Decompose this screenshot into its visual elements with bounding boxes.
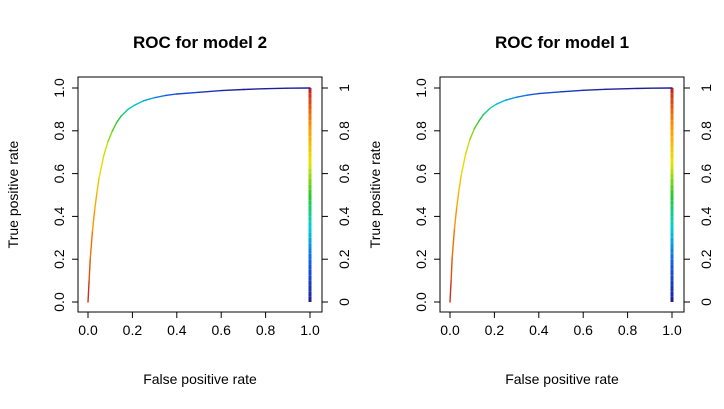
roc-curve-segment [560, 89, 584, 93]
roc-curve-segment [450, 256, 453, 282]
roc-curve-segment [527, 92, 540, 96]
plot-frame [77, 76, 323, 313]
roc-curve-segment [495, 99, 507, 105]
plot-frame [439, 76, 685, 313]
colorkey-tick-label: 0 [336, 298, 352, 306]
roc-curve-segment [582, 88, 607, 92]
roc-curve-segment [120, 108, 129, 117]
roc-curve-segment [515, 94, 529, 98]
roc-curve-segment [116, 115, 123, 123]
colorkey-tick-label: 1 [336, 84, 352, 92]
y-axis-label: True positive rate [5, 140, 21, 248]
colorkey-tick-label: 0.4 [336, 206, 352, 226]
roc-curve-segment [111, 121, 118, 132]
roc-curve-segment [242, 87, 267, 91]
roc-curve-segment [458, 175, 462, 192]
roc-curve-segment [455, 190, 460, 209]
x-tick-label: 0.2 [123, 322, 143, 338]
roc-curve-segment [220, 88, 245, 92]
x-tick-label: 0.4 [529, 322, 549, 338]
y-tick-label: 0.8 [51, 121, 67, 141]
roc-curve-segment [102, 140, 109, 158]
roc-curve-segment [460, 153, 467, 177]
y-tick-label: 1.0 [413, 78, 429, 98]
y-tick-label: 1.0 [51, 78, 67, 98]
x-tick-label: 0.8 [618, 322, 638, 338]
roc-curve-segment [107, 130, 114, 143]
x-tick-label: 0.0 [440, 322, 460, 338]
roc-curve-segment [489, 103, 498, 110]
x-tick-label: 0.8 [256, 322, 276, 338]
roc-curve-segment [604, 87, 629, 90]
roc-curve-segment [127, 104, 136, 111]
x-tick-label: 1.0 [300, 322, 320, 338]
colorkey-tick-label: 0.6 [336, 164, 352, 184]
chart-title: ROC for model 2 [133, 33, 267, 52]
y-tick-label: 0.2 [413, 249, 429, 269]
colorkey-tick-label: 1 [698, 84, 714, 92]
roc-curve-segment [538, 91, 562, 95]
roc-curve-segment [96, 177, 100, 194]
y-tick-label: 0.2 [51, 249, 67, 269]
roc-curve-segment [453, 207, 458, 230]
y-tick-label: 0.4 [413, 206, 429, 226]
roc-curve-segment [478, 114, 484, 122]
roc-curve-segment [93, 192, 98, 211]
roc-curve-segment [504, 96, 518, 101]
roc-curve-segment [142, 96, 156, 102]
y-tick-label: 0.8 [413, 121, 429, 141]
roc-curve-segment [176, 91, 200, 95]
colorkey-tick-label: 0.2 [698, 249, 714, 269]
x-tick-label: 0.4 [167, 322, 187, 338]
y-tick-label: 0.6 [51, 164, 67, 184]
roc-curve-segment [91, 209, 96, 233]
roc-curve-segment [198, 89, 222, 93]
roc-curve-segment [98, 155, 105, 179]
chart-title: ROC for model 1 [495, 33, 629, 52]
y-tick-label: 0.4 [51, 206, 67, 226]
x-tick-label: 0.2 [485, 322, 505, 338]
x-axis-label: False positive rate [143, 371, 257, 387]
colorkey-tick-label: 0.8 [336, 121, 352, 141]
colorkey-tick-label: 0.2 [336, 249, 352, 269]
colorkey-tick-label: 0 [698, 298, 714, 306]
roc-panel-model-1: ROC for model 1 0.0 0.2 0.4 0.6 0.8 1.0 0.0 0.2 0… [367, 33, 714, 387]
colorkey-tick-label: 0.8 [698, 121, 714, 141]
x-tick-label: 0.6 [573, 322, 593, 338]
roc-curve-segment [451, 228, 456, 258]
roc-curve-segment [89, 230, 94, 260]
x-tick-label: 1.0 [662, 322, 682, 338]
x-tick-label: 0.0 [78, 322, 98, 338]
y-axis-label: True positive rate [367, 140, 383, 248]
roc-curve-segment [133, 100, 145, 106]
roc-curve-segment [87, 279, 90, 303]
roc-curve-segment [449, 279, 452, 303]
roc-curve-segment [464, 138, 471, 156]
roc-curve-segment [88, 258, 91, 282]
y-tick-label: 0.0 [413, 292, 429, 312]
x-axis-label: False positive rate [505, 371, 619, 387]
x-tick-label: 0.6 [211, 322, 231, 338]
roc-curve-segment [164, 93, 178, 97]
roc-curve-segment [482, 107, 491, 116]
roc-curve-segment [153, 94, 167, 99]
roc-curve-segment [469, 127, 476, 141]
colorkey-tick-label: 0.4 [698, 206, 714, 226]
y-tick-label: 0.0 [51, 292, 67, 312]
colorkey-tick-label: 0.6 [698, 164, 714, 184]
roc-curve-segment [473, 120, 480, 130]
y-tick-label: 0.6 [413, 164, 429, 184]
roc-panel-model-2: ROC for model 2 0.0 0.2 0.4 0.6 0.8 1.0 0.0 0.2 0… [5, 33, 352, 387]
